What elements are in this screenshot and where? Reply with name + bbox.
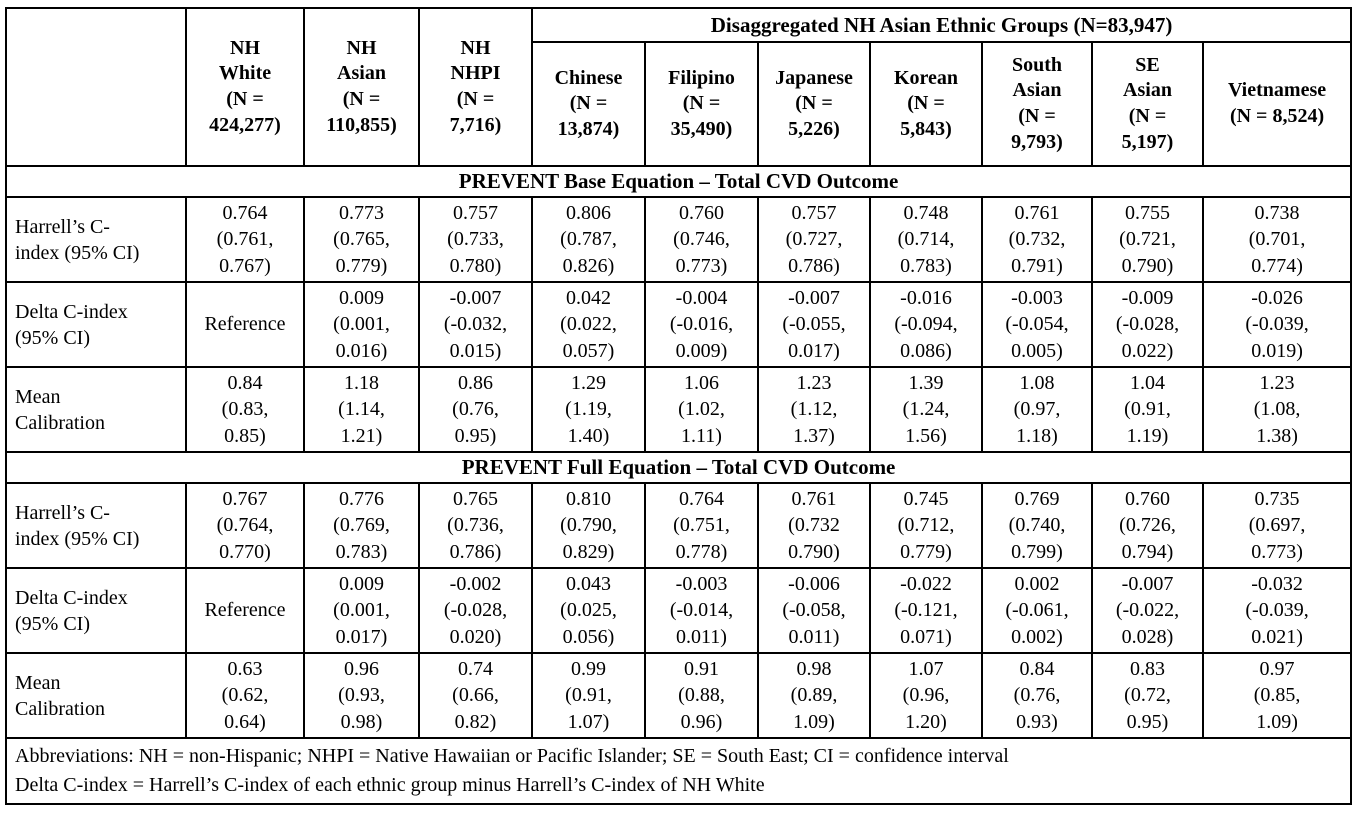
col-header-filipino: Filipino (N = 35,490): [644, 41, 759, 167]
data-cell: 0.760 (0.726, 0.794): [1091, 482, 1204, 569]
banner-disaggregated-groups: Disaggregated NH Asian Ethnic Groups (N=…: [530, 7, 1353, 43]
data-cell: 0.765 (0.736, 0.786): [418, 482, 533, 569]
data-cell: 0.748 (0.714, 0.783): [869, 196, 983, 283]
row-label-harrells-c-index: Harrell’s C- index (95% CI): [5, 196, 187, 283]
data-cell: -0.003 (-0.054, 0.005): [981, 281, 1093, 368]
col-header-south-asian: South Asian (N = 9,793): [981, 41, 1093, 167]
data-cell: 0.757 (0.727, 0.786): [757, 196, 871, 283]
data-cell: 0.760 (0.746, 0.773): [644, 196, 759, 283]
data-cell: 0.761 (0.732 0.790): [757, 482, 871, 569]
data-cell: 0.002 (-0.061, 0.002): [981, 567, 1093, 654]
data-cell: -0.026 (-0.039, 0.019): [1201, 281, 1353, 368]
footnote-delta-definition: Delta C-index = Harrell’s C-index of eac…: [15, 774, 765, 796]
data-cell: 1.08 (0.97, 1.18): [981, 366, 1093, 453]
data-cell: 0.83 (0.72, 0.95): [1091, 652, 1204, 739]
data-cell: 0.735 (0.697, 0.773): [1201, 482, 1353, 569]
data-cell: 0.755 (0.721, 0.790): [1091, 196, 1204, 283]
data-cell: 1.29 (1.19, 1.40): [531, 366, 646, 453]
row-label-mean-calibration: Mean Calibration: [5, 366, 187, 453]
data-cell: -0.004 (-0.016, 0.009): [644, 281, 759, 368]
data-cell: 0.810 (0.790, 0.829): [531, 482, 646, 569]
data-cell: 0.91 (0.88, 0.96): [644, 652, 759, 739]
data-cell: 0.806 (0.787, 0.826): [531, 196, 646, 283]
row-label-mean-calibration: Mean Calibration: [5, 652, 187, 739]
data-cell: 1.18 (1.14, 1.21): [303, 366, 420, 453]
data-cell: 0.738 (0.701, 0.774): [1201, 196, 1353, 283]
footnote-abbreviations: Abbreviations: NH = non-Hispanic; NHPI =…: [15, 745, 1009, 767]
col-header-vietnamese: Vietnamese (N = 8,524): [1201, 41, 1353, 167]
results-table: NH White (N = 424,277) NH Asian (N = 110…: [4, 7, 1353, 805]
data-cell: Reference: [185, 281, 305, 368]
data-cell: 0.96 (0.93, 0.98): [303, 652, 420, 739]
data-cell: 0.74 (0.66, 0.82): [418, 652, 533, 739]
data-cell: 1.04 (0.91, 1.19): [1091, 366, 1204, 453]
row-label-delta-c-index: Delta C-index (95% CI): [5, 281, 187, 368]
data-cell: -0.007 (-0.022, 0.028): [1091, 567, 1204, 654]
col-header-chinese: Chinese (N = 13,874): [531, 41, 646, 167]
data-cell: -0.003 (-0.014, 0.011): [644, 567, 759, 654]
data-cell: 0.84 (0.76, 0.93): [981, 652, 1093, 739]
section-header-base-equation: PREVENT Base Equation – Total CVD Outcom…: [4, 165, 1353, 198]
data-cell: 0.97 (0.85, 1.09): [1201, 652, 1353, 739]
data-cell: -0.007 (-0.055, 0.017): [757, 281, 871, 368]
data-cell: 0.98 (0.89, 1.09): [757, 652, 871, 739]
col-header-japanese: Japanese (N = 5,226): [757, 41, 871, 167]
data-cell: 0.99 (0.91, 1.07): [531, 652, 646, 739]
col-header-se-asian: SE Asian (N = 5,197): [1091, 41, 1204, 167]
data-cell: 0.86 (0.76, 0.95): [418, 366, 533, 453]
data-cell: 0.009 (0.001, 0.016): [303, 281, 420, 368]
data-cell: 0.767 (0.764, 0.770): [185, 482, 305, 569]
data-cell: 0.764 (0.751, 0.778): [644, 482, 759, 569]
data-cell: -0.009 (-0.028, 0.022): [1091, 281, 1204, 368]
data-cell: 0.769 (0.740, 0.799): [981, 482, 1093, 569]
col-header-nh-nhpi: NH NHPI (N = 7,716): [418, 7, 533, 167]
data-cell: 0.776 (0.769, 0.783): [303, 482, 420, 569]
data-cell: Reference: [185, 567, 305, 654]
data-cell: -0.032 (-0.039, 0.021): [1201, 567, 1353, 654]
col-header-korean: Korean (N = 5,843): [869, 41, 983, 167]
data-cell: 0.009 (0.001, 0.017): [303, 567, 420, 654]
col-header-nh-asian: NH Asian (N = 110,855): [303, 7, 420, 167]
section-header-full-equation: PREVENT Full Equation – Total CVD Outcom…: [4, 451, 1353, 484]
data-cell: 0.757 (0.733, 0.780): [418, 196, 533, 283]
data-cell: -0.006 (-0.058, 0.011): [757, 567, 871, 654]
data-cell: 0.773 (0.765, 0.779): [303, 196, 420, 283]
data-cell: 0.043 (0.025, 0.056): [531, 567, 646, 654]
data-cell: -0.002 (-0.028, 0.020): [418, 567, 533, 654]
data-cell: 1.23 (1.12, 1.37): [757, 366, 871, 453]
data-cell: -0.016 (-0.094, 0.086): [869, 281, 983, 368]
data-cell: 0.042 (0.022, 0.057): [531, 281, 646, 368]
corner-cell: [5, 7, 187, 167]
data-cell: 0.84 (0.83, 0.85): [185, 366, 305, 453]
data-cell: 0.745 (0.712, 0.779): [869, 482, 983, 569]
data-cell: 1.06 (1.02, 1.11): [644, 366, 759, 453]
footnotes-cell: Abbreviations: NH = non-Hispanic; NHPI =…: [4, 737, 1353, 805]
col-header-nh-white: NH White (N = 424,277): [185, 7, 305, 167]
data-cell: 1.39 (1.24, 1.56): [869, 366, 983, 453]
data-cell: -0.007 (-0.032, 0.015): [418, 281, 533, 368]
data-cell: -0.022 (-0.121, 0.071): [869, 567, 983, 654]
row-label-delta-c-index: Delta C-index (95% CI): [5, 567, 187, 654]
data-cell: 0.761 (0.732, 0.791): [981, 196, 1093, 283]
data-cell: 1.23 (1.08, 1.38): [1201, 366, 1353, 453]
data-cell: 0.764 (0.761, 0.767): [185, 196, 305, 283]
row-label-harrells-c-index: Harrell’s C- index (95% CI): [5, 482, 187, 569]
data-cell: 0.63 (0.62, 0.64): [185, 652, 305, 739]
data-cell: 1.07 (0.96, 1.20): [869, 652, 983, 739]
